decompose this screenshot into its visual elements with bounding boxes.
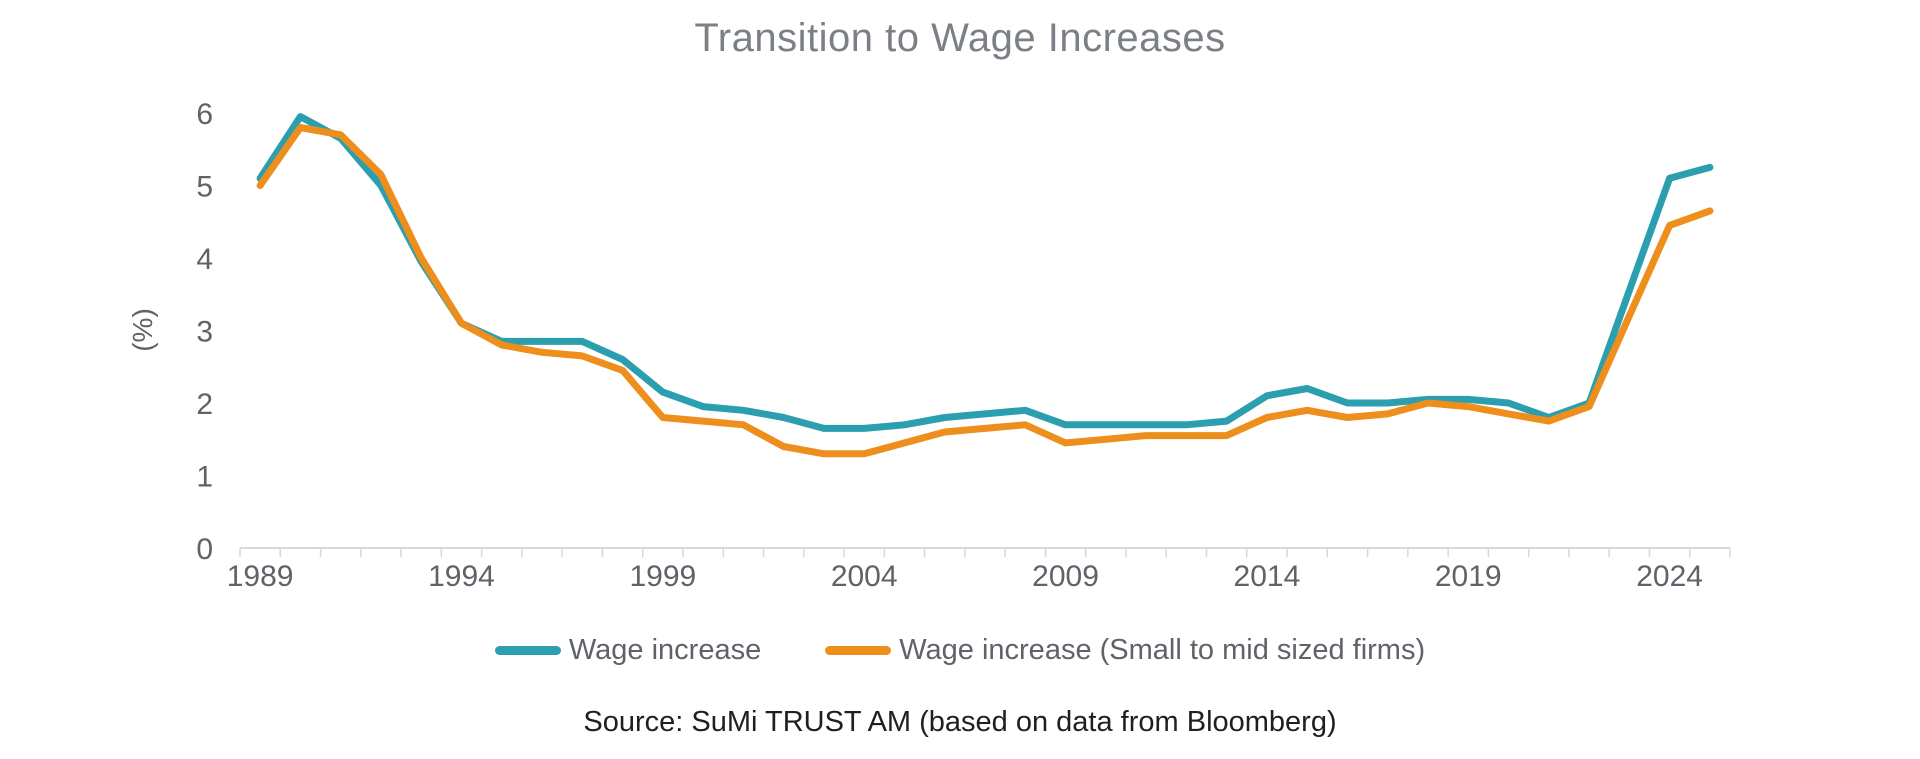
series-line-wage-increase-small-mid	[256, 124, 1714, 458]
legend: Wage increase Wage increase (Small to mi…	[0, 634, 1920, 667]
y-axis-label-2: 2	[196, 388, 213, 421]
series-line-wage-increase	[256, 113, 1714, 432]
legend-item-wage-increase: Wage increase	[494, 634, 762, 667]
y-axis-label-1: 1	[196, 461, 213, 494]
x-axis-label-2019: 2019	[1435, 560, 1502, 593]
x-axis-label-1994: 1994	[428, 560, 495, 593]
y-axis-label-3: 3	[196, 316, 213, 349]
x-axis-label-1989: 1989	[227, 560, 294, 593]
source-note: Source: SuMi TRUST AM (based on data fro…	[583, 706, 1337, 738]
legend-label-wage-increase-small-mid: Wage increase (Small to mid sized firms)	[899, 634, 1426, 666]
line-chart: 0 1 2 3 4 5 6 (%) 1989 1994 1999 2004 2009 2014 2019 20…	[127, 98, 1731, 593]
y-axis-title: (%)	[127, 308, 158, 352]
x-axis-label-2014: 2014	[1234, 560, 1301, 593]
x-axis-label-2009: 2009	[1032, 560, 1099, 593]
x-axis-label-2004: 2004	[831, 560, 898, 593]
legend-swatch-wage-increase-small-mid-icon	[825, 646, 892, 655]
x-axis-label-1999: 1999	[629, 560, 696, 593]
x-axis-label-2024: 2024	[1636, 560, 1703, 593]
y-axis-label-5: 5	[196, 171, 213, 204]
legend-label-wage-increase: Wage increase	[568, 634, 762, 666]
y-axis-label-6: 6	[196, 98, 213, 131]
legend-item-wage-increase-small-mid: Wage increase (Small to mid sized firms)	[825, 634, 1425, 667]
legend-swatch-wage-increase-icon	[494, 646, 561, 655]
y-axis-label-4: 4	[196, 243, 213, 276]
y-axis-label-0: 0	[196, 533, 213, 566]
chart-title: Transition to Wage Increases	[694, 16, 1226, 60]
